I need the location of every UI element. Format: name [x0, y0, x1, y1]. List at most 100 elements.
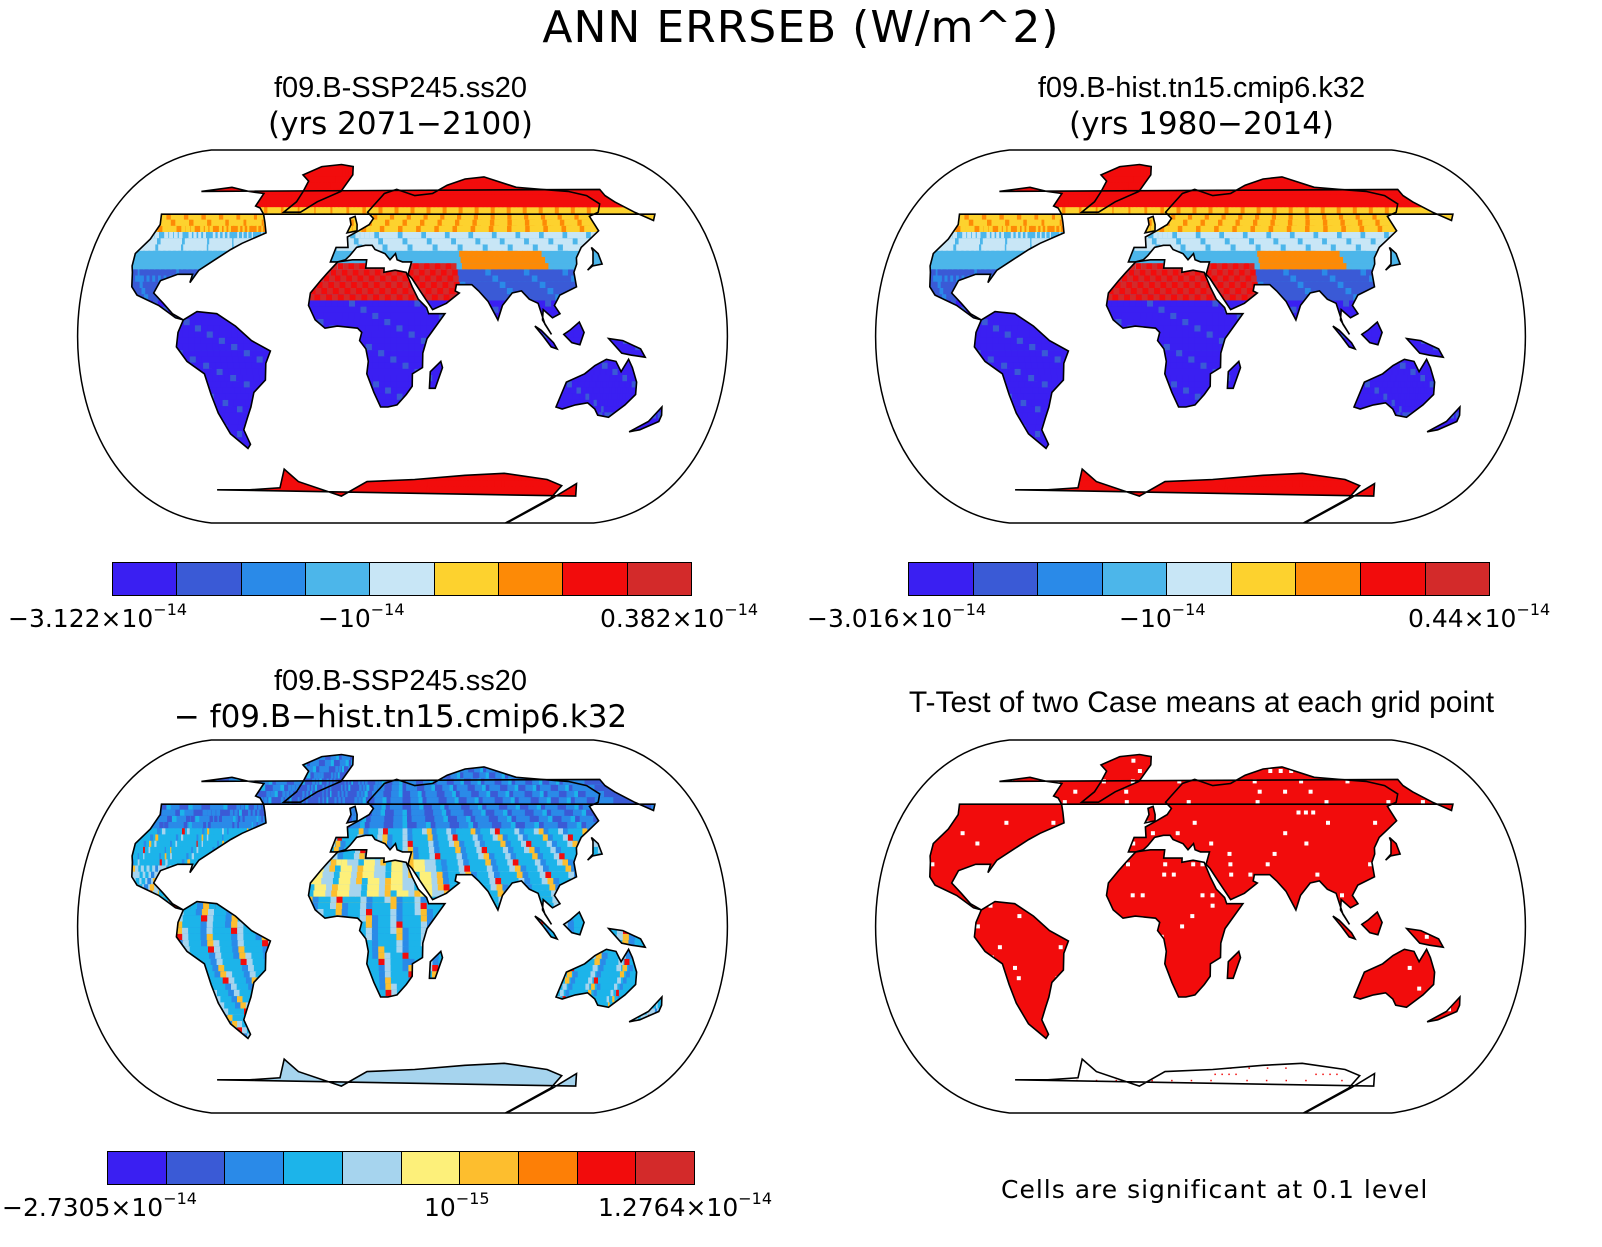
- colorbar-swatch-5: [1231, 563, 1297, 595]
- coastline-newzealand: [628, 994, 663, 1023]
- coastline-southAmerica: [973, 310, 1070, 450]
- panel-title: f09.B-SSP245.ss20: [0, 72, 801, 105]
- coastline-australia: [1352, 947, 1436, 1009]
- colorbar-label-min: −3.016×10−14: [807, 600, 986, 633]
- coastline-newzealand: [1426, 404, 1461, 433]
- coastline-eurasia: [1127, 176, 1399, 335]
- figure-title: ANN ERRSEB (W/m^2): [0, 2, 1602, 53]
- colorbar-swatch-3: [1102, 563, 1168, 595]
- colorbar-swatch-6: [498, 563, 564, 595]
- coastline-antarctica: [217, 467, 578, 523]
- colorbar-label-max: 0.44×10−14: [1408, 600, 1550, 633]
- panel-title: T-Test of two Case means at each grid po…: [801, 686, 1602, 720]
- coastline-japan: [1384, 246, 1402, 271]
- coastline-madagascar: [428, 359, 444, 390]
- colorbar-swatch-7: [518, 1152, 578, 1184]
- colorbar-label-max: 0.382×10−14: [600, 600, 758, 633]
- colorbar-swatch-0: [113, 563, 178, 595]
- colorbar-swatch-5: [401, 1152, 461, 1184]
- coastline-japan: [1384, 836, 1402, 861]
- panel-ttest: T-Test of two Case means at each grid po…: [801, 623, 1602, 1246]
- coastline-newguinea: [606, 337, 647, 359]
- colorbar-swatch-8: [627, 563, 691, 595]
- colorbar-swatch-7: [1360, 563, 1426, 595]
- coastline-australia: [554, 357, 638, 419]
- panel-difference: f09.B-SSP245.ss20 − f09.B−hist.tn15.cmip…: [0, 623, 801, 1246]
- coastline-africa: [1105, 259, 1245, 408]
- coastline-africa: [1105, 849, 1245, 998]
- world-map: [77, 149, 728, 524]
- coastline-eurasia: [329, 766, 601, 925]
- panel-subtitle: (yrs 2071−2100): [0, 106, 801, 142]
- colorbar-label-mid: −10−14: [1119, 600, 1206, 633]
- coastline-newzealand: [628, 404, 663, 433]
- coastline-sumatra: [1332, 915, 1357, 941]
- coastline-sumatra: [534, 325, 559, 351]
- coastline-southAmerica: [175, 310, 272, 450]
- coastline-africa: [307, 259, 447, 408]
- colorbar: [908, 562, 1490, 596]
- coastline-northAmerica: [928, 776, 1454, 911]
- colorbar-swatch-9: [636, 1152, 695, 1184]
- coastline-britain: [345, 215, 358, 235]
- colorbar-swatch-4: [342, 1152, 402, 1184]
- panel-title: f09.B-SSP245.ss20: [0, 665, 801, 698]
- colorbar-swatch-3: [305, 563, 371, 595]
- coastline-britain: [1143, 215, 1156, 235]
- coastline-newzealand: [1426, 994, 1461, 1023]
- coastline-sumatra: [1332, 325, 1357, 351]
- colorbar-swatch-1: [973, 563, 1039, 595]
- coastline-madagascar: [1226, 949, 1242, 980]
- panel-case2: f09.B-hist.tn15.cmip6.k32 (yrs 1980−2014…: [801, 0, 1602, 633]
- map-border: [77, 739, 728, 1114]
- colorbar-swatch-6: [1296, 563, 1361, 595]
- significance-note: Cells are significant at 0.1 level: [1001, 1175, 1428, 1204]
- coastline-britain: [1143, 805, 1156, 825]
- coastline-newguinea: [1404, 927, 1445, 949]
- coastline-antarctica: [1015, 1057, 1376, 1113]
- panel-case1: f09.B-SSP245.ss20 (yrs 2071−2100) −3.122…: [0, 0, 801, 633]
- colorbar-swatch-0: [108, 1152, 167, 1184]
- coastline-japan: [586, 836, 604, 861]
- coastline-southAmerica: [973, 900, 1070, 1040]
- coastline-northAmerica: [928, 186, 1454, 321]
- colorbar: [112, 562, 692, 596]
- panel-subtitle: (yrs 1980−2014): [801, 106, 1602, 142]
- coastline-madagascar: [1226, 359, 1242, 390]
- colorbar-swatch-3: [284, 1152, 343, 1184]
- panel-title: f09.B-hist.tn15.cmip6.k32: [801, 72, 1602, 105]
- coastline-greenland: [281, 753, 355, 803]
- colorbar-swatch-0: [909, 563, 974, 595]
- coastline-northAmerica: [130, 186, 656, 321]
- colorbar-label-min: −2.7305×10−14: [2, 1189, 197, 1222]
- world-map: [77, 739, 728, 1114]
- world-map: [875, 149, 1526, 524]
- coastline-sumatra: [534, 915, 559, 941]
- colorbar-swatch-2: [1038, 563, 1103, 595]
- colorbar-swatch-1: [177, 563, 242, 595]
- coastline-southAmerica: [175, 900, 272, 1040]
- coastline-borneo: [1360, 910, 1383, 936]
- coastline-antarctica: [217, 1057, 578, 1113]
- coastline-australia: [1352, 357, 1436, 419]
- coastline-greenland: [1079, 163, 1153, 213]
- coastline-eurasia: [329, 176, 601, 335]
- colorbar-swatch-5: [434, 563, 499, 595]
- coastline-australia: [554, 947, 638, 1009]
- coastline-greenland: [1079, 753, 1153, 803]
- coastline-africa: [307, 849, 447, 998]
- colorbar-swatch-8: [1425, 563, 1490, 595]
- colorbar-label-mid: 10−15: [424, 1189, 490, 1222]
- colorbar-swatch-4: [370, 563, 435, 595]
- coastline-borneo: [562, 320, 585, 346]
- coastline-northAmerica: [130, 776, 656, 911]
- colorbar-label-max: 1.2764×10−14: [598, 1189, 772, 1222]
- colorbar-swatch-4: [1167, 563, 1232, 595]
- coastline-greenland: [281, 163, 355, 213]
- coastline-newguinea: [606, 927, 647, 949]
- colorbar-swatch-2: [225, 1152, 285, 1184]
- coastline-eurasia: [1127, 766, 1399, 925]
- colorbar: [107, 1151, 695, 1185]
- map-border: [875, 149, 1526, 524]
- colorbar-swatch-6: [460, 1152, 519, 1184]
